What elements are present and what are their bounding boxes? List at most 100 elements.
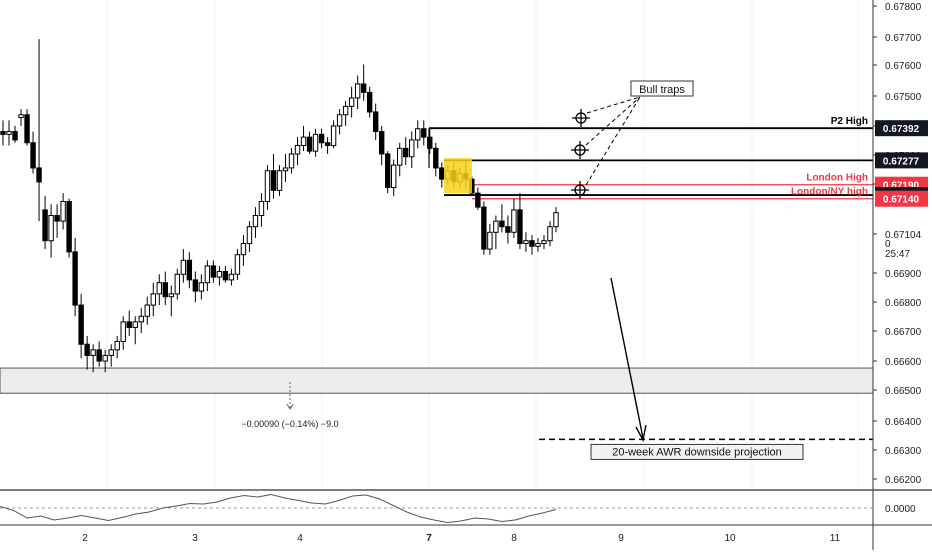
price-badge-label: 0.67140 [883,195,920,206]
candle [216,265,223,286]
measure-arrow [286,403,294,410]
price-tick-label: 0.67800 [885,2,922,13]
candle [535,237,541,252]
candle-body [354,83,361,99]
candle [378,125,385,166]
candle [120,316,126,350]
candle-body [66,201,72,253]
candle [403,137,409,166]
level-label: London High [806,173,868,184]
down-arrow-head [635,424,647,443]
candle-body [415,128,421,141]
candle [12,125,18,143]
candle [493,215,499,250]
candle [78,293,84,359]
candle [252,207,259,238]
candle-body [493,220,499,233]
candle-body [276,170,283,191]
candle [210,260,217,283]
candle [198,274,205,300]
candle-body [168,293,175,298]
osc-zero-label: 0.0000 [885,504,916,515]
candle-body [348,97,355,107]
candle [391,159,397,196]
crosshair-icon [571,141,589,159]
candle [505,215,511,244]
candle [264,165,271,210]
countdown-label: 25:47 [885,249,910,260]
price-tick-label: 0.67600 [885,61,922,72]
candle-body [391,164,397,189]
candle-body [553,212,559,228]
candle-body [108,349,114,356]
candle [342,100,349,126]
price-tick-label: 0.66500 [885,386,922,397]
candle-body [294,145,301,155]
candle-body [342,105,349,116]
candle-body [330,125,337,147]
candle [42,195,48,250]
price-tick-label: 0.66200 [885,475,922,486]
candle [475,187,481,210]
price-tick-label: 0.67500 [885,92,922,103]
candle [270,153,277,199]
candle-body [523,240,529,245]
candle-body [222,270,229,281]
candle [144,296,150,325]
time-tick-label: 10 [724,533,736,544]
bull-traps-label: Bull traps [639,84,685,96]
candle-body [384,153,391,189]
candle-body [24,114,30,144]
candle-body [96,349,102,362]
candle [54,204,60,238]
candle-body [511,209,517,233]
candle-body [505,226,511,233]
candle [427,128,433,154]
candle [240,235,247,266]
time-tick-label: 7 [426,533,432,544]
candle [481,201,487,255]
candle [517,193,523,250]
projection-label: 20-week AWR downside projection [612,446,782,458]
candle-body [42,209,48,242]
candle-body [6,131,12,135]
candle [156,274,162,306]
candle [421,120,427,146]
candle-body [378,131,385,155]
candle [24,109,30,146]
candle-body [240,243,247,256]
price-tick-label: 0.67700 [885,33,922,44]
down-arrow [610,277,644,439]
candle [90,344,96,373]
level-label: London/NY high [791,187,868,198]
candle [114,335,120,359]
candle-body [186,259,193,281]
candle [409,131,415,168]
candle [108,344,114,367]
candle-body [372,111,379,133]
candle-body [282,167,289,172]
candle [384,151,391,194]
candle [276,165,283,196]
candle-body [499,220,505,228]
candle [234,249,241,280]
candle-body [252,215,259,228]
candle-body [0,131,6,135]
bull-trap-pointer [585,96,641,186]
candle [330,120,337,149]
candle-body [535,243,541,247]
bull-traps-frame [630,80,694,97]
candle [511,198,517,238]
candle-body [300,136,307,147]
candle-body [150,293,156,306]
candle-body [439,167,445,180]
candle [439,162,445,188]
candle-body [84,343,90,356]
candle-body [360,83,367,93]
candle-body [48,215,54,242]
candle-body [114,340,120,351]
price-badge-bg [875,152,928,169]
time-tick-label: 9 [618,533,624,544]
candle-body [204,265,211,284]
candle [529,235,535,255]
